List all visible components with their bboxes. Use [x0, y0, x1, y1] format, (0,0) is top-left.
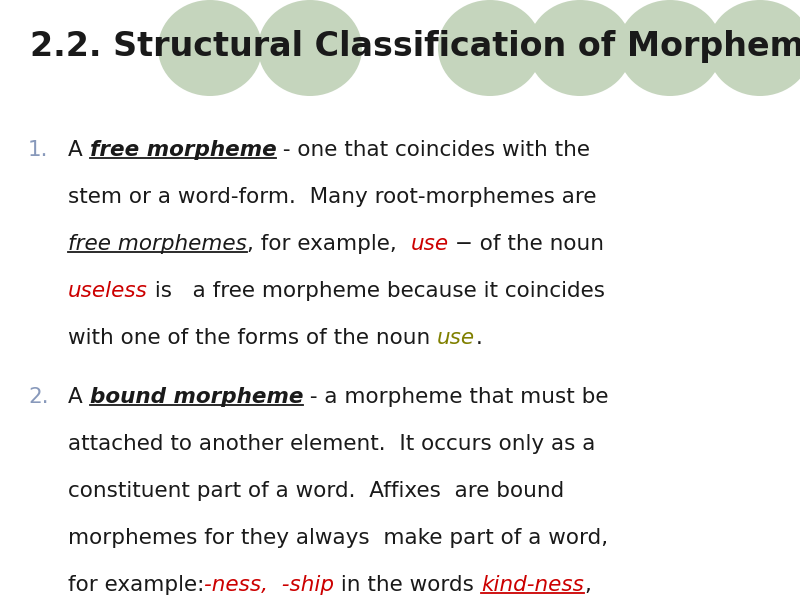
Text: , for example,: , for example, — [247, 234, 410, 254]
Text: attached to another element.  It occurs only as a: attached to another element. It occurs o… — [68, 434, 595, 454]
Text: A: A — [68, 140, 90, 160]
Text: use: use — [437, 328, 475, 348]
Text: morphemes for they always  make part of a word,: morphemes for they always make part of a… — [68, 528, 608, 548]
Ellipse shape — [528, 0, 632, 96]
Text: ,: , — [584, 575, 591, 595]
Text: in the words: in the words — [334, 575, 481, 595]
Text: for example:: for example: — [68, 575, 204, 595]
Text: with one of the forms of the noun: with one of the forms of the noun — [68, 328, 437, 348]
Ellipse shape — [708, 0, 800, 96]
Text: − of the noun: − of the noun — [449, 234, 605, 254]
Text: .: . — [475, 328, 482, 348]
Text: is   a free morpheme because it coincides: is a free morpheme because it coincides — [148, 281, 605, 301]
Text: - one that coincides with the: - one that coincides with the — [276, 140, 590, 160]
Text: free morphemes: free morphemes — [68, 234, 247, 254]
Ellipse shape — [158, 0, 262, 96]
Text: A: A — [68, 387, 90, 407]
Text: free morpheme: free morpheme — [90, 140, 276, 160]
Text: stem or a word-form.  Many root-morphemes are: stem or a word-form. Many root-morphemes… — [68, 187, 597, 207]
Ellipse shape — [618, 0, 722, 96]
Ellipse shape — [438, 0, 542, 96]
Text: useless: useless — [68, 281, 148, 301]
Text: -ness,  -ship: -ness, -ship — [204, 575, 334, 595]
Text: 1.: 1. — [28, 140, 49, 160]
Text: kind-ness: kind-ness — [481, 575, 584, 595]
Text: bound morpheme: bound morpheme — [90, 387, 303, 407]
Text: 2.2. Structural Classification of Morphemes: 2.2. Structural Classification of Morphe… — [30, 30, 800, 63]
Text: constituent part of a word.  Affixes  are bound: constituent part of a word. Affixes are … — [68, 481, 564, 501]
Ellipse shape — [258, 0, 362, 96]
Text: - a morpheme that must be: - a morpheme that must be — [303, 387, 609, 407]
Text: 2.: 2. — [28, 387, 49, 407]
Text: use: use — [410, 234, 449, 254]
